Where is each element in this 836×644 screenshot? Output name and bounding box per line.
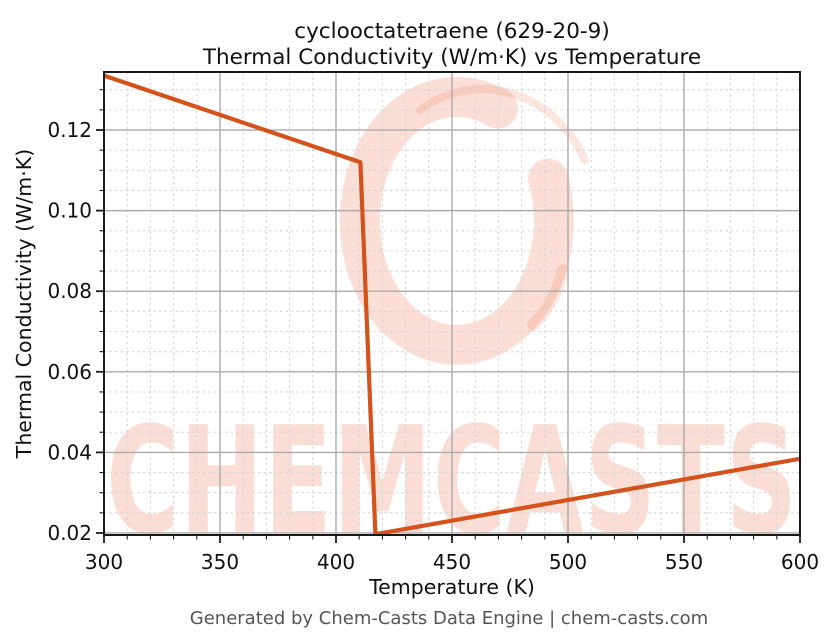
plot-spines [103, 71, 801, 536]
y-tick-label: 0.02 [47, 521, 92, 545]
x-tick-label: 300 [85, 550, 123, 574]
y-tick-label: 0.12 [47, 118, 92, 142]
y-axis-label: Thermal Conductivity (W/m·K) [12, 149, 36, 459]
major-gridlines [104, 72, 800, 535]
chart-title-line-1: cyclooctatetraene (629-20-9) [294, 19, 609, 44]
x-tick-label: 400 [317, 550, 355, 574]
axes-layer [96, 71, 801, 543]
series-line-thermal-conductivity [104, 73, 800, 535]
x-tick-label: 450 [433, 550, 471, 574]
x-axis-label: Temperature (K) [368, 575, 535, 599]
x-tick-label: 350 [201, 550, 239, 574]
y-tick-label: 0.04 [47, 440, 92, 464]
y-tick-label: 0.08 [47, 279, 92, 303]
y-tick-label: 0.06 [47, 360, 92, 384]
x-tick-label: 550 [665, 550, 703, 574]
tick-label-layer: 300 350 400 450 500 550 600 0.02 0.04 0.06 0.08 0.1… [47, 118, 819, 574]
logo-accent-stroke-icon [527, 264, 569, 331]
footer-attribution: Generated by Chem-Casts Data Engine | ch… [190, 608, 708, 629]
x-tick-label: 600 [781, 550, 819, 574]
x-tick-label: 500 [549, 550, 587, 574]
logo-accent-stroke-icon [416, 85, 589, 164]
data-series-layer [104, 73, 800, 535]
chemcasts-logo-icon [339, 76, 574, 365]
chart-title-line-2: Thermal Conductivity (W/m·K) vs Temperat… [202, 45, 701, 70]
y-tick-label: 0.10 [47, 199, 92, 223]
